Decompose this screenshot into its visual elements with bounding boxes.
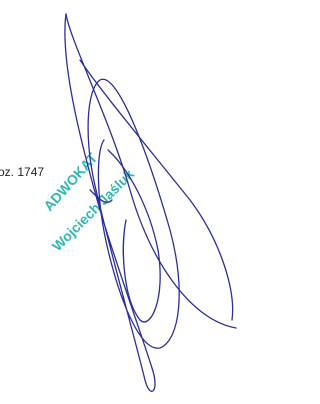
scan: oz. 1747 ADWOKAT Wojciech Jaśluk <box>0 0 240 404</box>
page: oz. 1747 ADWOKAT Wojciech Jaśluk (() => … <box>0 0 240 404</box>
fragment-text: oz. 1747 <box>0 165 44 179</box>
